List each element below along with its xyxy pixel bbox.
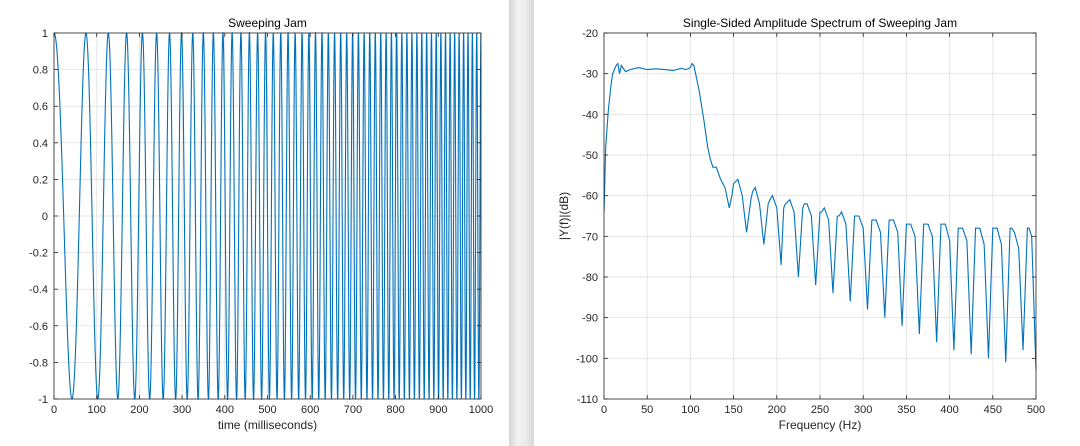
y-tick-label: -0.6 xyxy=(29,321,48,333)
y-tick-label: -90 xyxy=(582,313,598,325)
chart-title: Single-Sided Amplitude Spectrum of Sweep… xyxy=(683,16,957,30)
y-tick-label: 0 xyxy=(42,211,48,223)
x-tick-label: 50 xyxy=(641,404,653,416)
x-tick-label: 200 xyxy=(130,404,148,416)
y-tick-label: -0.8 xyxy=(29,357,48,369)
x-tick-label: 300 xyxy=(173,404,191,416)
y-tick-label: -40 xyxy=(582,109,598,121)
panel-divider xyxy=(509,0,534,446)
x-tick-label: 100 xyxy=(88,404,106,416)
x-axis-label: Frequency (Hz) xyxy=(779,418,862,432)
y-tick-label: -1 xyxy=(38,394,48,406)
x-tick-label: 400 xyxy=(216,404,234,416)
x-tick-label: 300 xyxy=(854,404,872,416)
x-tick-label: 400 xyxy=(940,404,958,416)
y-tick-label: -20 xyxy=(582,28,598,40)
x-tick-label: 200 xyxy=(768,404,786,416)
x-tick-label: 500 xyxy=(1027,404,1045,416)
x-tick-label: 0 xyxy=(51,404,57,416)
chart-title: Sweeping Jam xyxy=(228,16,307,30)
sweeping-jam-chart: 0 100 200 300 400 500 600 700 800 900 1000 1 0.8 0.6 0… xyxy=(29,16,493,432)
y-tick-label: 0.6 xyxy=(33,101,48,113)
y-tick-label: 0.8 xyxy=(33,65,48,77)
y-axis-label: |Y(f)|(dB) xyxy=(557,192,571,240)
x-tick-label: 0 xyxy=(601,404,607,416)
x-tick-label: 500 xyxy=(258,404,276,416)
left-figure-panel: 0 100 200 300 400 500 600 700 800 900 1000 1 0.8 0.6 0… xyxy=(0,0,509,446)
right-figure-panel: 0 50 100 150 200 250 300 350 400 450 500 -20 -30 -40 -… xyxy=(534,0,1080,446)
x-tick-label: 100 xyxy=(681,404,699,416)
y-tick-label: -70 xyxy=(582,231,598,243)
x-tick-label: 700 xyxy=(344,404,362,416)
ticks: 0 100 200 300 400 500 600 700 800 900 1000 1 0.8 0.6 0… xyxy=(29,28,493,416)
x-tick-label: 250 xyxy=(811,404,829,416)
x-tick-label: 350 xyxy=(897,404,915,416)
series-line xyxy=(54,32,481,400)
y-tick-label: -80 xyxy=(582,272,598,284)
y-tick-label: -60 xyxy=(582,191,598,203)
y-tick-label: 0.2 xyxy=(33,174,48,186)
ticks: 0 50 100 150 200 250 300 350 400 450 500 -20 -30 -40 -… xyxy=(576,28,1045,416)
y-tick-label: -110 xyxy=(577,394,598,406)
x-axis-label: time (milliseconds) xyxy=(218,418,317,432)
y-tick-label: -100 xyxy=(576,353,598,365)
y-tick-label: -30 xyxy=(582,69,598,81)
grid-lines xyxy=(603,32,1037,400)
amplitude-spectrum-chart: 0 50 100 150 200 250 300 350 400 450 500 -20 -30 -40 -… xyxy=(557,16,1045,432)
y-tick-label: -0.2 xyxy=(29,248,48,260)
x-tick-label: 150 xyxy=(724,404,742,416)
y-tick-label: 1 xyxy=(42,28,48,40)
series-line xyxy=(604,62,1036,371)
x-tick-label: 900 xyxy=(429,404,447,416)
x-tick-label: 1000 xyxy=(469,404,493,416)
y-tick-label: -0.4 xyxy=(29,284,48,296)
y-tick-label: -50 xyxy=(582,150,598,162)
x-tick-label: 600 xyxy=(301,404,319,416)
x-tick-label: 800 xyxy=(386,404,404,416)
y-tick-label: 0.4 xyxy=(33,138,48,150)
x-tick-label: 450 xyxy=(984,404,1002,416)
